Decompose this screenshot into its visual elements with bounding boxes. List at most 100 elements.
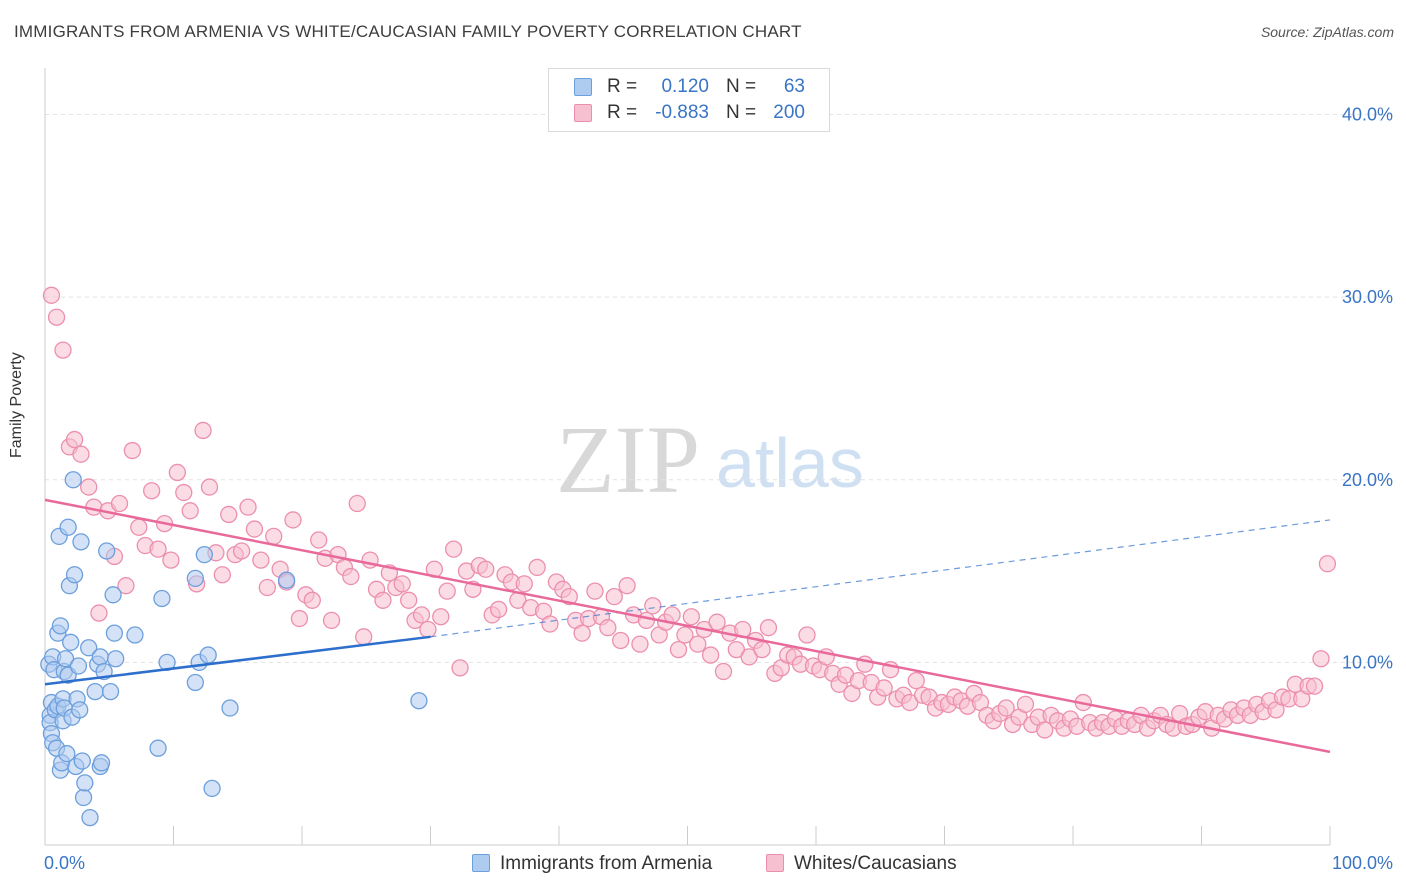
whites-caucasians-point [708, 613, 726, 631]
armenia-point [199, 646, 217, 664]
armenia-point [74, 788, 93, 807]
bottom-legend-swatch-whites [766, 854, 784, 872]
whites-caucasians-point [110, 494, 129, 513]
whites-caucasians-point [290, 609, 309, 628]
legend-row-armenia: R = 0.120 N = 63 [549, 75, 829, 99]
whites-caucasians-point [239, 498, 257, 516]
whites-caucasians-point [798, 626, 816, 644]
whites-caucasians-point [573, 624, 591, 642]
whites-caucasians-point [400, 591, 418, 609]
whites-caucasians-point [80, 478, 98, 496]
whites-caucasians-point [342, 567, 360, 586]
whites-caucasians-point [676, 626, 694, 644]
armenia-point [104, 586, 122, 604]
armenia-point [221, 699, 239, 717]
whites-caucasians-point [753, 640, 771, 659]
bottom-legend-armenia: Immigrants from Armenia [472, 852, 712, 876]
whites-caucasians-point [42, 286, 61, 304]
armenia-point [64, 471, 82, 489]
whites-caucasians-point [117, 577, 135, 595]
legend-n-value: 200 [773, 102, 805, 123]
armenia-point [98, 542, 116, 560]
whites-caucasians-point [541, 615, 559, 633]
whites-caucasians-point [54, 341, 72, 359]
whites-caucasians-point [489, 600, 508, 619]
armenia-trend-line [44, 635, 431, 686]
whites-caucasians-point [200, 478, 219, 496]
whites-caucasians-point [348, 494, 366, 513]
whites-caucasians-point [168, 463, 187, 482]
whites-caucasians-point [393, 575, 411, 593]
whites-caucasians-point [689, 635, 707, 653]
armenia-point [277, 571, 296, 589]
whites-caucasians-point [669, 640, 688, 659]
bottom-legend-whites: Whites/Caucasians [766, 852, 957, 876]
gridlines [45, 114, 1392, 663]
whites-caucasians-point [181, 502, 199, 520]
whites-caucasians-point [727, 640, 745, 659]
armenia-point [59, 518, 77, 536]
armenia-point [195, 545, 213, 564]
armenia-point [51, 617, 70, 635]
x-tick-label: 0.0% [44, 853, 85, 873]
whites-caucasians-point [605, 587, 623, 606]
whites-caucasians-point [123, 441, 142, 460]
whites-caucasians-point [1312, 650, 1330, 668]
whites-caucasians-point [644, 597, 662, 615]
whites-caucasians-point [258, 578, 276, 597]
armenia-point [101, 682, 120, 701]
y-axis-label: Family Poverty [8, 352, 25, 458]
watermark: ZIP atlas [556, 406, 864, 513]
armenia-point [58, 745, 76, 763]
correlation-legend: R = 0.120 N = 63 R = -0.883 N = 200 [548, 68, 830, 132]
whites-caucasians-point [310, 531, 328, 549]
armenia-point [105, 624, 124, 642]
whites-caucasians-point [419, 620, 437, 639]
whites-caucasians-point [714, 662, 733, 681]
armenia-point [80, 639, 98, 657]
y-tick-label: 10.0% [1342, 652, 1393, 672]
armenia-point [186, 569, 204, 588]
legend-r-label: R = [607, 102, 638, 123]
whites-caucasians-point [1016, 695, 1035, 714]
whites-caucasians-point [907, 671, 925, 690]
whites-caucasians-point [528, 558, 546, 577]
whites-caucasians-point [1305, 677, 1324, 695]
armenia-point [73, 752, 91, 770]
armenia-point [91, 648, 109, 666]
whites-caucasians-point [637, 611, 656, 630]
armenia-point [65, 566, 84, 584]
whites-caucasians-point [162, 551, 180, 569]
legend-r-label: R = [607, 76, 638, 97]
y-tick-label: 40.0% [1342, 105, 1393, 125]
whites-caucasians-point [355, 628, 373, 646]
whites-caucasians-point [265, 527, 283, 546]
whites-caucasians-point [213, 566, 231, 584]
chart-title: IMMIGRANTS FROM ARMENIA VS WHITE/CAUCASI… [14, 22, 802, 41]
legend-n-value: 63 [783, 76, 805, 97]
whites-caucasians-point [72, 445, 90, 463]
armenia-point [186, 673, 204, 692]
whites-caucasians-point [740, 648, 758, 666]
armenia-point [92, 754, 111, 772]
tick-labels: 10.0% 20.0% 30.0% 40.0% 0.0% 100.0% [44, 105, 1393, 873]
armenia-point [203, 779, 221, 798]
whites-caucasians-point [612, 631, 630, 650]
y-tick-label: 20.0% [1342, 470, 1393, 490]
whites-caucasians-point [1036, 721, 1054, 739]
y-tick-label: 30.0% [1342, 287, 1393, 307]
watermark-zip-text: ZIP [556, 406, 700, 513]
whites-caucasians-point [303, 591, 321, 609]
whites-caucasians-point [451, 659, 469, 677]
whites-caucasians-point [875, 679, 893, 697]
whites-caucasians-point [759, 619, 778, 637]
armenia-point [410, 692, 428, 710]
whites-caucasians-point [631, 635, 649, 653]
legend-row-whites: R = -0.883 N = 200 [549, 101, 829, 125]
legend-swatch-armenia [574, 78, 592, 96]
whites-caucasians-point [682, 608, 701, 626]
x-tick-label: 100.0% [1332, 853, 1393, 873]
armenia-point [56, 650, 75, 668]
trend-lines [44, 498, 1331, 754]
